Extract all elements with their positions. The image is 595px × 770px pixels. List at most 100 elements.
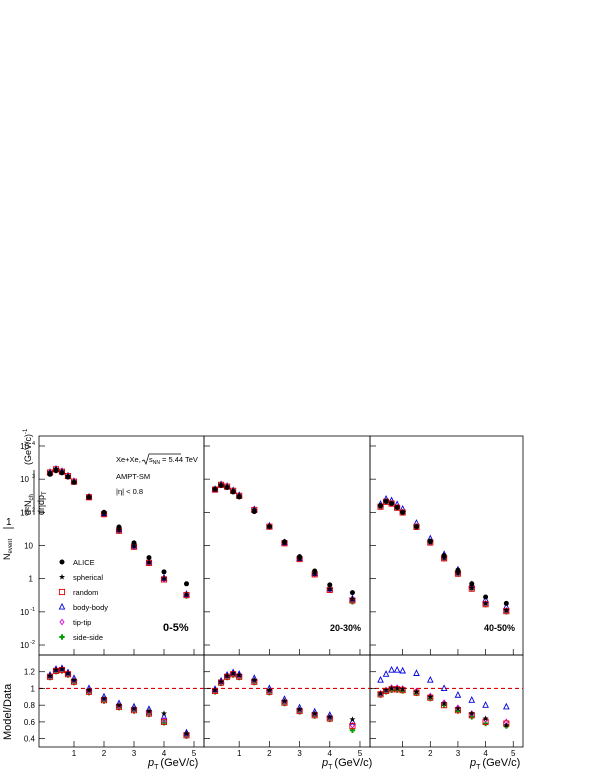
- ratio-point-spherical: [394, 685, 401, 692]
- y-tick-label: 10: [20, 442, 29, 451]
- spectrum-point-alice: [383, 498, 389, 504]
- x-tick-label: 4: [483, 749, 488, 758]
- ratio-point-side-side: [383, 689, 389, 695]
- ratio-point-random: [160, 718, 168, 725]
- ratio-point-spherical: [468, 710, 475, 717]
- spectrum-point-alice: [483, 594, 489, 600]
- y-title-denominator: dηdpT: [36, 491, 48, 515]
- y-axis-title-top: 1 Nevent d²Nch dηdpT (GeV/c)-1: [2, 428, 48, 560]
- spectrum-point-spherical: [160, 575, 168, 582]
- ratio-point-body-body: [502, 702, 510, 710]
- spectrum-point-spherical: [115, 526, 123, 533]
- ratio-point-spherical: [160, 710, 168, 717]
- legend-marker-spherical: [58, 573, 66, 580]
- ratio-point-side-side: [236, 674, 242, 681]
- spectrum-point-alice: [427, 538, 433, 544]
- legend-label-body-body: body-body: [73, 603, 108, 612]
- x-tick-label: 5: [358, 749, 363, 758]
- y-title-one: 1: [6, 517, 12, 528]
- ratio-point-side-side: [131, 708, 137, 714]
- sqrt-sign: [141, 453, 181, 465]
- ratio-point-body-body: [426, 675, 434, 683]
- ratio-point-side-side: [482, 720, 489, 727]
- ratio-point-side-side: [377, 692, 384, 698]
- spectrum-point-alice: [101, 509, 107, 515]
- y-tick-exponent: -1: [30, 607, 35, 613]
- ratio-point-body-body: [377, 675, 384, 683]
- spectrum-point-alice: [65, 474, 71, 480]
- spectrum-point-spherical: [183, 591, 190, 598]
- spectrum-point-alice: [184, 581, 189, 587]
- ratio-point-side-side: [349, 727, 356, 733]
- ratio-point-spherical: [130, 705, 138, 712]
- legend-label-tip-tip: tip-tip: [73, 618, 91, 627]
- x-tick-label: 5: [511, 749, 516, 758]
- x-tick-label: 2: [428, 749, 433, 758]
- ratio-point-spherical: [377, 690, 384, 697]
- x-title-3: pT (GeV/c): [469, 757, 520, 770]
- spectrum-point-alice: [469, 581, 475, 587]
- x-tick-label: 3: [456, 749, 461, 758]
- ratio-point-spherical: [46, 672, 54, 679]
- ratio-point-spherical: [145, 707, 153, 714]
- y-title-numerator: d²Nch: [23, 494, 35, 515]
- ratio-point-spherical: [224, 672, 231, 679]
- centrality-label-20-30: 20-30%: [330, 623, 361, 633]
- x-title-1: pT (GeV/c): [147, 757, 198, 770]
- ratio-point-spherical: [266, 686, 273, 693]
- legend-label-random: random: [73, 588, 98, 597]
- y-ratio-tick-label: 0.6: [24, 718, 36, 727]
- ratio-point-spherical: [427, 693, 434, 700]
- spectrum-point-alice: [441, 552, 447, 558]
- legend-label-alice: ALICE: [73, 558, 95, 567]
- spectrum-point-side-side: [503, 609, 510, 615]
- spectrum-point-spherical: [503, 607, 510, 614]
- spectrum-point-spherical: [145, 559, 153, 565]
- ratio-point-body-body: [454, 691, 462, 698]
- legend-marker-body-body: [58, 602, 66, 610]
- ratio-panel-frame: [369, 654, 524, 748]
- y-title-unit: (GeV/c)-1: [23, 428, 33, 465]
- ratio-point-side-side: [86, 689, 92, 696]
- data-markers: [46, 464, 510, 739]
- x-tick-label: 2: [102, 749, 107, 758]
- x-tick-label: 1: [400, 749, 405, 758]
- x-tick-label: 4: [162, 749, 167, 758]
- spectrum-point-alice: [251, 509, 257, 515]
- x-tick-label: 1: [237, 749, 242, 758]
- ratio-point-side-side: [296, 709, 303, 715]
- spectrum-point-alice: [503, 600, 509, 606]
- spectrum-point-spherical: [454, 570, 461, 576]
- spectrum-point-alice: [236, 494, 242, 500]
- x-tick-label: 4: [328, 749, 333, 758]
- ratio-point-spherical: [413, 688, 420, 695]
- spectrum-point-alice: [312, 568, 318, 574]
- spectrum-point-alice: [455, 567, 461, 573]
- centrality-label-0-5: 0-5%: [163, 622, 189, 634]
- ratio-point-spherical: [281, 697, 288, 704]
- x-tick-label: 3: [297, 749, 302, 758]
- ratio-point-spherical: [52, 666, 60, 673]
- legend: ALICE spherical random body-body tip-tip…: [58, 558, 108, 642]
- ratio-point-body-body: [482, 701, 489, 708]
- ratio-point-spherical: [399, 686, 406, 692]
- ratio-point-side-side: [251, 679, 257, 686]
- spectrum-point-alice: [161, 569, 167, 575]
- annotation-block: Xe+Xe, sNN = 5.44 TeV AMPT-SM |η| < 0.8: [116, 453, 198, 496]
- ratio-point-side-side: [266, 689, 273, 696]
- spectrum-point-alice: [394, 504, 400, 510]
- legend-label-side-side: side-side: [73, 633, 103, 642]
- y-tick-exponent: 4: [32, 441, 35, 447]
- annotation-sqrt: sNN = 5.44 TeV: [149, 455, 198, 466]
- spectrum-point-alice: [400, 509, 406, 515]
- x-tick-label: 5: [192, 749, 197, 758]
- spectrum-point-alice: [116, 524, 122, 530]
- y-tick-exponent: 2: [32, 507, 35, 513]
- y-ratio-tick-label: 0.8: [24, 701, 36, 710]
- ratio-point-side-side: [116, 704, 122, 711]
- y-tick-label: 10: [20, 475, 29, 484]
- legend-marker-random: [58, 588, 66, 596]
- spectrum-point-alice: [212, 486, 218, 492]
